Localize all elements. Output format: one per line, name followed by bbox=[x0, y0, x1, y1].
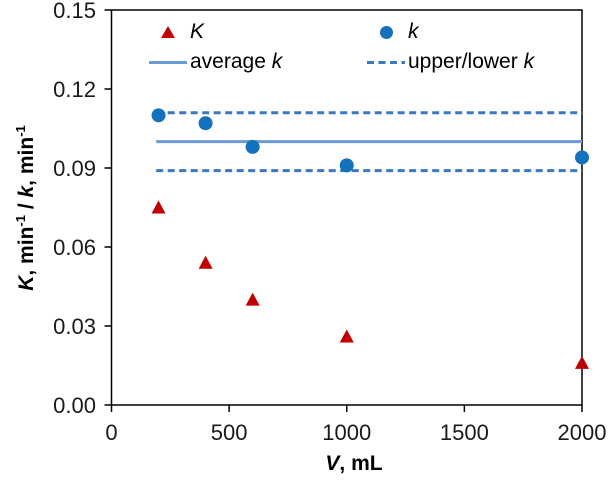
legend-label-upper-lower-k: upper/lower k bbox=[408, 50, 535, 73]
y-tick-label: 0.06 bbox=[53, 235, 96, 260]
y-axis-title: K, min-1 / k, min-1 bbox=[13, 125, 38, 291]
legend-label-K: K bbox=[190, 20, 205, 43]
dashed-line-marker-icon bbox=[366, 60, 406, 64]
data-point-k bbox=[339, 158, 354, 173]
data-point-K bbox=[339, 329, 354, 343]
legend-item-upper-lower-k: upper/lower k bbox=[366, 50, 534, 74]
y-tick-label: 0.03 bbox=[53, 314, 96, 339]
x-tick-label: 0 bbox=[105, 420, 117, 445]
legend-item-average-k: average k bbox=[148, 50, 282, 74]
data-point-k bbox=[151, 108, 166, 123]
x-tick-label: 1500 bbox=[440, 420, 489, 445]
data-point-K bbox=[245, 292, 260, 306]
data-point-k bbox=[575, 150, 589, 165]
triangle-marker-icon bbox=[148, 26, 188, 38]
x-tick-label: 1000 bbox=[322, 420, 371, 445]
legend-item-k: k bbox=[366, 20, 419, 44]
y-tick-label: 0.12 bbox=[53, 77, 96, 102]
y-tick-label: 0.15 bbox=[53, 0, 96, 23]
legend-label-average-k: average k bbox=[190, 50, 283, 73]
data-point-k bbox=[245, 139, 260, 154]
legend-item-K: K bbox=[148, 20, 204, 44]
x-tick-label: 2000 bbox=[558, 420, 607, 445]
data-point-K bbox=[198, 255, 213, 269]
y-tick-label: 0.09 bbox=[53, 156, 96, 181]
data-point-K bbox=[151, 200, 166, 214]
y-tick-label: 0.00 bbox=[53, 393, 96, 418]
legend-label-k: k bbox=[408, 20, 419, 43]
circle-marker-icon bbox=[366, 25, 406, 39]
x-tick-label: 500 bbox=[211, 420, 248, 445]
data-point-k bbox=[198, 116, 213, 131]
data-point-K bbox=[575, 355, 589, 369]
solid-line-marker-icon bbox=[148, 60, 188, 64]
x-axis-title: V, mL bbox=[325, 452, 383, 475]
